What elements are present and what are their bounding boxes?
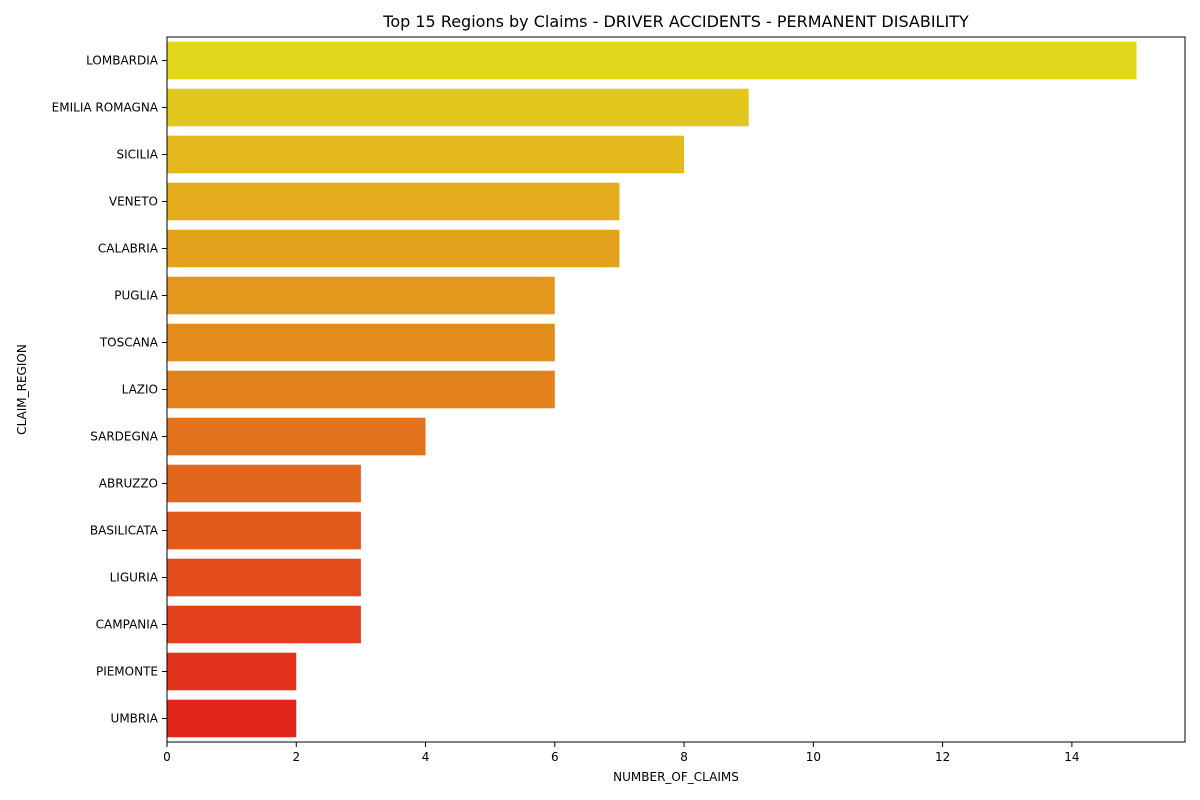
bar-piemonte	[167, 652, 297, 691]
x-tick-label: 6	[551, 750, 559, 764]
x-tick-label: 4	[422, 750, 430, 764]
bar-puglia	[167, 276, 555, 315]
y-tick-label: BASILICATA	[90, 524, 159, 538]
y-tick-label: SICILIA	[116, 148, 158, 162]
x-tick-label: 2	[292, 750, 300, 764]
bars-group	[167, 41, 1137, 738]
y-tick-label: CAMPANIA	[96, 618, 159, 632]
y-tick-label: LAZIO	[122, 383, 158, 397]
x-tick-label: 10	[806, 750, 821, 764]
bar-basilicata	[167, 511, 361, 550]
y-axis-label: CLAIM_REGION	[15, 344, 29, 435]
y-tick-label: ABRUZZO	[99, 477, 158, 491]
bar-lombardia	[167, 41, 1137, 80]
bar-liguria	[167, 558, 361, 597]
y-tick-label: SARDEGNA	[90, 430, 158, 444]
y-tick-label: LIGURIA	[110, 571, 159, 585]
bar-calabria	[167, 229, 620, 268]
chart-title: Top 15 Regions by Claims - DRIVER ACCIDE…	[382, 12, 969, 31]
y-tick-label: CALABRIA	[98, 242, 159, 256]
y-tick-label: PIEMONTE	[96, 665, 158, 679]
bar-campania	[167, 605, 361, 644]
bar-lazio	[167, 370, 555, 409]
y-tick-label: VENETO	[109, 195, 158, 209]
x-axis-label: NUMBER_OF_CLAIMS	[613, 770, 739, 784]
y-tick-label: LOMBARDIA	[86, 54, 159, 68]
plot-area-border	[166, 36, 1186, 743]
bar-toscana	[167, 323, 555, 362]
y-ticks-group: LOMBARDIA EMILIA ROMAGNA SICILIA VENETO CALA…	[52, 54, 167, 726]
bar-veneto	[167, 182, 620, 221]
y-tick-label: EMILIA ROMAGNA	[52, 101, 159, 115]
x-tick-label: 8	[680, 750, 688, 764]
x-tick-label: 12	[935, 750, 950, 764]
x-tick-label: 14	[1064, 750, 1079, 764]
bar-sardegna	[167, 417, 426, 456]
y-tick-label: PUGLIA	[114, 289, 159, 303]
x-tick-label: 0	[163, 750, 171, 764]
y-tick-label: TOSCANA	[99, 336, 159, 350]
bar-umbria	[167, 699, 297, 738]
x-ticks-group: 0 2 4 6 8 10 12 14	[163, 742, 1080, 764]
bar-abruzzo	[167, 464, 361, 503]
bar-sicilia	[167, 135, 685, 174]
y-tick-label: UMBRIA	[111, 712, 159, 726]
axes-frame	[166, 36, 1186, 743]
bar-emilia-romagna	[167, 88, 749, 127]
